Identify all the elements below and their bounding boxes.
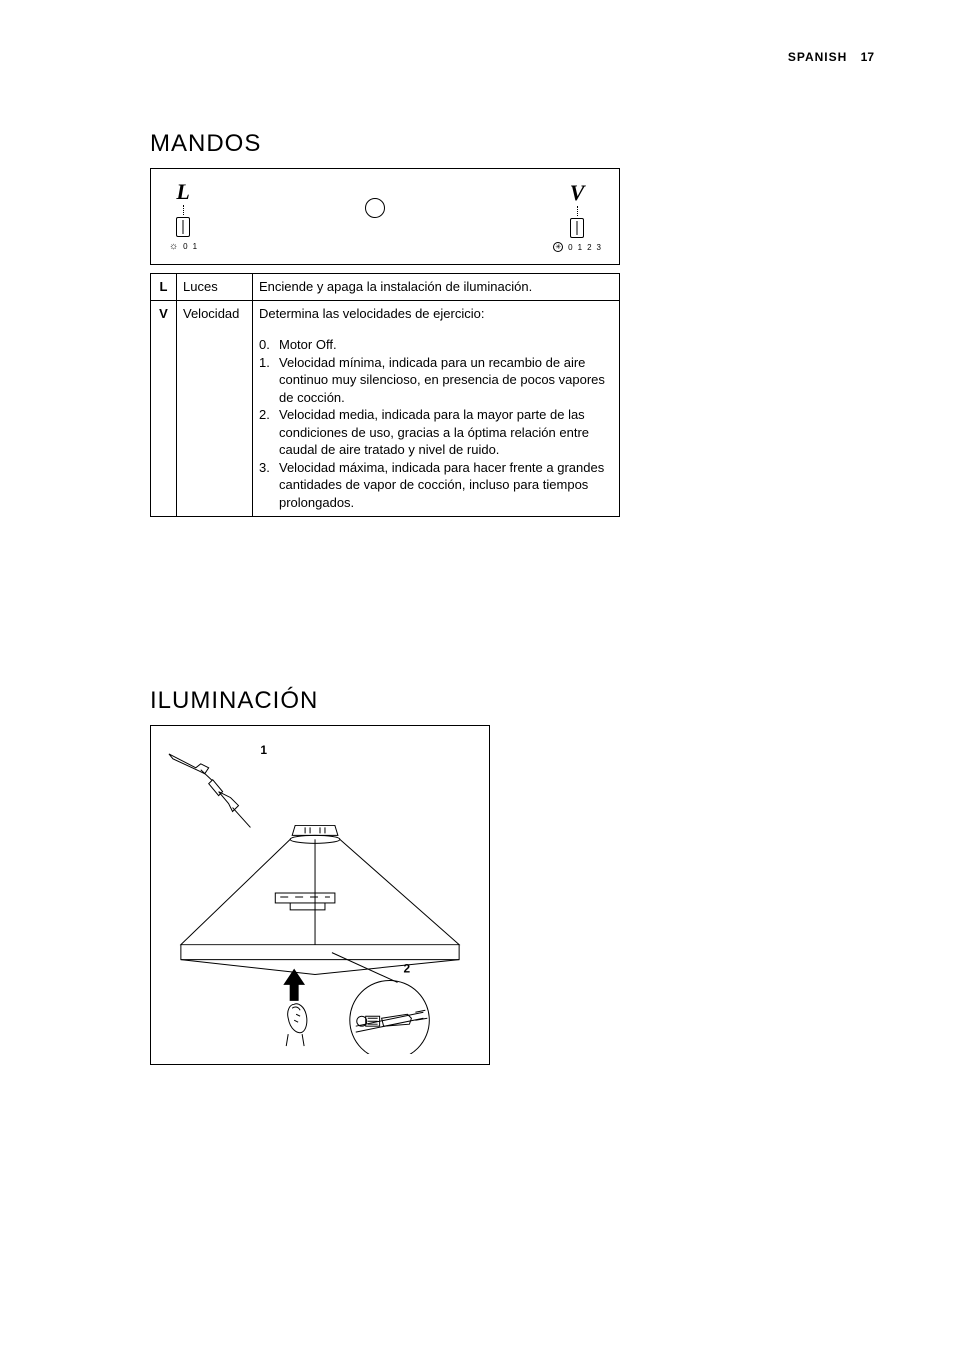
scale-v-1: 1 — [578, 243, 582, 252]
light-scale-row: ☼ 0 1 — [169, 241, 197, 252]
row-description: Determina las velocidades de ejercicio: … — [253, 300, 620, 516]
hood-svg: 1 — [161, 736, 479, 1054]
light-icon: ☼ — [169, 241, 178, 252]
light-slider-icon — [176, 217, 190, 237]
detail-circle-icon — [350, 980, 430, 1054]
section-title-iluminacion: ILUMINACIÓN — [150, 687, 620, 715]
speed-text: Velocidad máxima, indicada para hacer fr… — [279, 459, 613, 512]
table-row: L Luces Enciende y apaga la instalación … — [151, 274, 620, 301]
row-symbol: V — [151, 300, 177, 516]
fan-icon: ✳ — [553, 242, 563, 252]
page-header: SPANISH 17 — [788, 50, 874, 64]
dotted-connector — [183, 205, 184, 215]
section-iluminacion: ILUMINACIÓN 1 — [150, 687, 620, 1065]
scale-v-0: 0 — [568, 243, 572, 252]
illumination-diagram: 1 — [150, 725, 490, 1065]
hood-body-icon — [181, 825, 459, 974]
speed-text: Velocidad media, indicada para la mayor … — [279, 406, 613, 459]
control-group-lights: L ☼ 0 1 — [169, 181, 197, 252]
row-description: Enciende y apaga la instalación de ilumi… — [253, 274, 620, 301]
speed-scale-row: ✳ 0 1 2 3 — [553, 242, 601, 252]
speed-num: 2. — [259, 406, 279, 459]
scale-l-0: 0 — [183, 242, 187, 251]
speed-num: 0. — [259, 336, 279, 354]
speed-item: 3. Velocidad máxima, indicada para hacer… — [259, 459, 613, 512]
speed-num: 3. — [259, 459, 279, 512]
speed-item: 0. Motor Off. — [259, 336, 613, 354]
speed-num: 1. — [259, 354, 279, 407]
section-title-mandos: MANDOS — [150, 130, 620, 158]
header-page-number: 17 — [861, 50, 874, 64]
speed-list: 0. Motor Off. 1. Velocidad mínima, indic… — [259, 336, 613, 511]
leader-line — [332, 952, 398, 982]
control-group-speed: V ✳ 0 1 2 3 — [553, 182, 601, 252]
speed-item: 1. Velocidad mínima, indicada para un re… — [259, 354, 613, 407]
center-circle-icon — [365, 198, 385, 218]
speed-slider-icon — [570, 218, 584, 238]
scale-l-1: 1 — [193, 242, 197, 251]
callout-1: 1 — [260, 742, 267, 756]
drill-icon — [169, 753, 250, 827]
dotted-connector — [577, 206, 578, 216]
scale-v-2: 2 — [587, 243, 591, 252]
speed-text: Motor Off. — [279, 336, 613, 354]
callout-2: 2 — [403, 961, 410, 975]
row-label: Velocidad — [177, 300, 253, 516]
light-letter: L — [176, 181, 189, 203]
scale-v-3: 3 — [597, 243, 601, 252]
speed-item: 2. Velocidad media, indicada para la may… — [259, 406, 613, 459]
row-symbol: L — [151, 274, 177, 301]
table-row: V Velocidad Determina las velocidades de… — [151, 300, 620, 516]
page-content: MANDOS L ☼ 0 1 V ✳ 0 1 — [150, 130, 620, 1065]
controls-description-table: L Luces Enciende y apaga la instalación … — [150, 273, 620, 517]
header-lang: SPANISH — [788, 50, 847, 64]
speed-text: Velocidad mínima, indicada para un recam… — [279, 354, 613, 407]
hand-arrow-icon — [284, 969, 307, 1046]
speed-intro: Determina las velocidades de ejercicio: — [259, 305, 613, 323]
speed-letter: V — [570, 182, 585, 204]
row-label: Luces — [177, 274, 253, 301]
controls-diagram: L ☼ 0 1 V ✳ 0 1 2 3 — [150, 168, 620, 265]
